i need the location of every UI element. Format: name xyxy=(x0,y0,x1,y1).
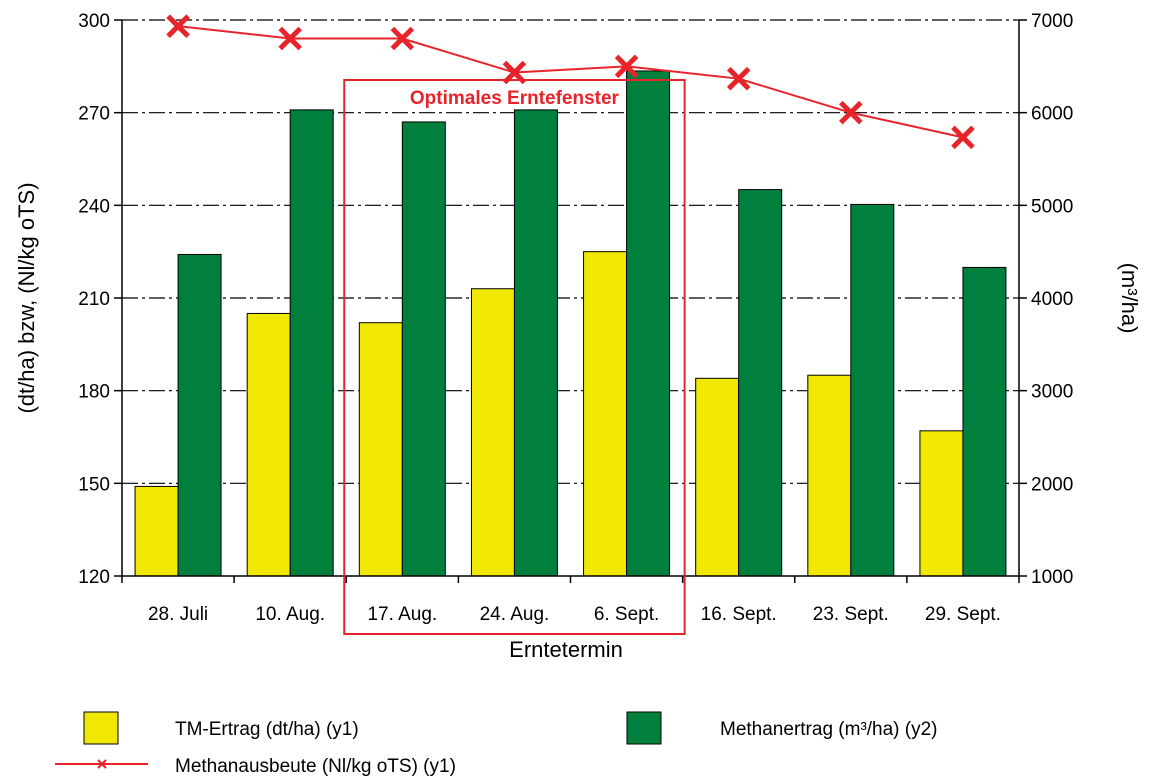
x-tick-label: 10. Aug. xyxy=(255,604,325,625)
harvest-window-box xyxy=(343,79,686,635)
legend-item-methanertrag: Methanertrag (m³/ha) (y2) xyxy=(626,711,938,745)
methanausbeute-point xyxy=(726,66,751,91)
y2-tick-label: 6000 xyxy=(1031,104,1073,125)
y2-tick-label: 4000 xyxy=(1031,289,1073,310)
bar-tm-ertrag xyxy=(246,312,291,577)
bars xyxy=(134,70,1007,577)
legend-label: TM-Ertrag (dt/ha) (y1) xyxy=(175,719,359,740)
x-tick-label: 16. Sept. xyxy=(701,604,777,625)
x-tick-label: 28. Juli xyxy=(148,604,208,625)
y-tick-label: 270 xyxy=(78,104,110,125)
legend-item-methanausbeute: Methanausbeute (Nl/kg oTS) (y1) xyxy=(55,756,456,777)
bar-tm-ertrag xyxy=(919,430,964,577)
methanausbeute-point xyxy=(166,14,190,38)
y2-tick-label: 2000 xyxy=(1031,474,1073,495)
legend-swatch xyxy=(83,711,119,745)
methanausbeute-point xyxy=(839,100,863,125)
y2-tick-label: 5000 xyxy=(1031,196,1073,217)
harvest-window-annotation: Optimales Erntefenster xyxy=(343,79,686,635)
legend-label: Methanausbeute (Nl/kg oTS) (y1) xyxy=(175,756,456,777)
legend-swatch xyxy=(626,711,662,745)
bar-methanertrag xyxy=(626,70,671,577)
y2-axis-title: (m³/ha) xyxy=(1117,263,1142,334)
bar-methanertrag xyxy=(850,203,895,577)
y-tick-label: 180 xyxy=(78,382,110,403)
x-axis-title: Erntetermin xyxy=(509,637,623,662)
x-tick-label: 17. Aug. xyxy=(367,604,437,625)
bar-tm-ertrag xyxy=(134,485,179,577)
y-tick-label: 210 xyxy=(78,289,110,310)
bar-methanertrag xyxy=(513,109,558,577)
methanausbeute-line xyxy=(166,14,975,150)
harvest-window-label: Optimales Erntefenster xyxy=(410,88,620,109)
methanausbeute-point xyxy=(614,54,639,79)
x-tick-label: 29. Sept. xyxy=(925,604,1001,625)
x-tick-label: 6. Sept. xyxy=(594,604,660,625)
y-tick-label: 150 xyxy=(78,474,110,495)
methanausbeute-polyline xyxy=(177,25,964,139)
bar-tm-ertrag xyxy=(583,251,628,577)
methanausbeute-point xyxy=(390,26,415,51)
y-tick-label: 300 xyxy=(78,11,110,32)
legend: TM-Ertrag (dt/ha) (y1) Methanertrag (m³/h… xyxy=(55,711,938,777)
bar-tm-ertrag xyxy=(358,322,403,577)
x-tick-label: 23. Sept. xyxy=(813,604,889,625)
bar-methanertrag xyxy=(401,121,446,577)
methanausbeute-point xyxy=(278,26,302,51)
bar-tm-ertrag xyxy=(695,377,740,577)
y-tick-label: 120 xyxy=(78,567,110,588)
bar-tm-ertrag xyxy=(807,374,852,577)
methanausbeute-point xyxy=(951,125,975,150)
y-axis-title: (dt/ha) bzw, (Nl/kg oTS) xyxy=(14,182,39,413)
x-tick-label: 24. Aug. xyxy=(480,604,550,625)
legend-label: Methanertrag (m³/ha) (y2) xyxy=(720,719,938,740)
ticks: 120 150 180 210 240 270 300 1000 2000 3000 4000 500… xyxy=(78,11,1073,625)
bar-tm-ertrag xyxy=(470,288,515,577)
bar-methanertrag xyxy=(962,266,1007,577)
bar-methanertrag xyxy=(289,109,334,577)
y2-tick-label: 7000 xyxy=(1031,11,1073,32)
y2-tick-label: 1000 xyxy=(1031,567,1073,588)
bar-methanertrag xyxy=(738,189,783,577)
y-tick-label: 240 xyxy=(78,196,110,217)
y2-tick-label: 3000 xyxy=(1031,382,1073,403)
legend-item-tm-ertrag: TM-Ertrag (dt/ha) (y1) xyxy=(83,711,359,745)
bar-methanertrag xyxy=(177,253,222,577)
